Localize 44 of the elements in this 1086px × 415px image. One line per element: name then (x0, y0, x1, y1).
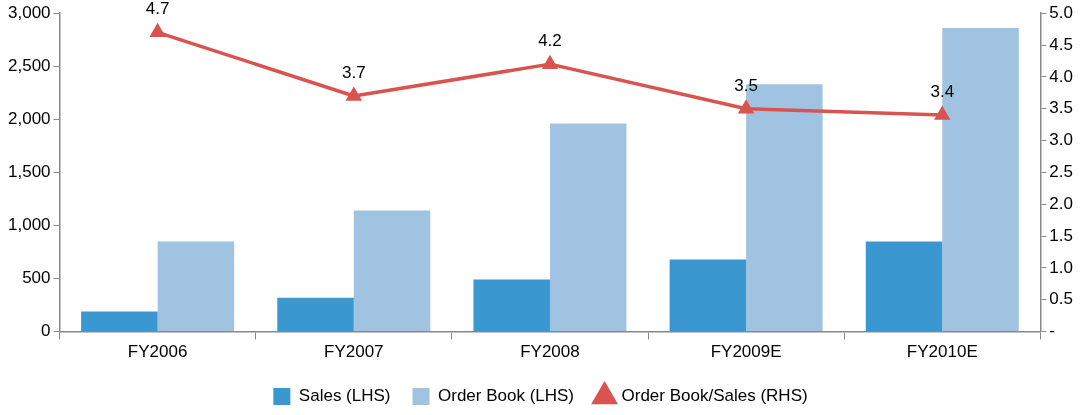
y2-tick-label: 2.0 (1049, 193, 1074, 213)
x-tick-label: FY2008 (520, 342, 580, 362)
legend-label: Sales (LHS) (298, 386, 391, 406)
bar (157, 241, 235, 332)
bar (277, 297, 354, 332)
x-tick-label: FY2010E (906, 342, 978, 362)
y2-tick-label: 3.0 (1049, 130, 1074, 150)
point (346, 88, 361, 101)
bar (669, 259, 747, 332)
y-tick-label: 2,000 (7, 109, 51, 129)
y2-tick-label: 2.5 (1049, 162, 1074, 182)
point (543, 56, 557, 69)
y2-tick-label: 3.5 (1049, 98, 1074, 118)
y-tick-label: 3,000 (7, 2, 51, 22)
point (739, 100, 754, 114)
legend-label: Order Book (LHS) (437, 386, 575, 406)
y-tick-label: 500 (22, 268, 51, 288)
y-tick-label: 1,500 (7, 162, 51, 182)
data-label: 4.2 (538, 31, 562, 51)
x-tick-label: FY2009E (710, 342, 782, 362)
bar (549, 123, 627, 332)
y2-tick-label: 1.0 (1049, 257, 1074, 277)
y2-tick-label: 4.0 (1049, 66, 1074, 86)
data-label: 4.7 (145, 0, 170, 19)
x-tick-label: FY2006 (127, 342, 188, 362)
bar (865, 241, 943, 332)
y2-tick-label: - (1049, 321, 1056, 341)
y-tick-label: 2,500 (7, 55, 51, 75)
y-tick-label: 1,000 (7, 215, 51, 235)
data-label: 3.7 (341, 63, 366, 83)
y-tick-label: 0 (41, 321, 51, 341)
y2-tick-label: 5.0 (1049, 2, 1074, 22)
y2-tick-label: 4.5 (1049, 34, 1074, 54)
point (935, 107, 950, 120)
bar (473, 279, 550, 332)
data-label: 3.4 (930, 82, 955, 102)
legend-label: Order Book/Sales (RHS) (621, 386, 808, 406)
bar (81, 311, 158, 332)
y2-tick-label: 0.5 (1049, 289, 1074, 309)
bar (353, 210, 431, 332)
x-tick-label: FY2007 (324, 342, 384, 362)
point (149, 22, 166, 38)
data-label: 3.5 (734, 75, 758, 95)
y2-tick-label: 1.5 (1049, 225, 1074, 245)
